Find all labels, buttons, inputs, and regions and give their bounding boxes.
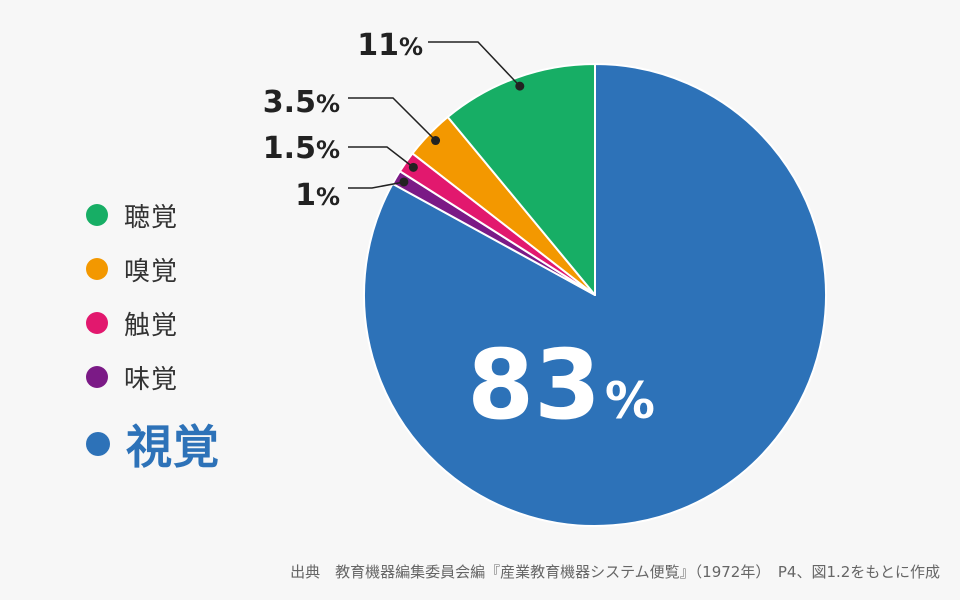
- legend-swatch-touch: [86, 312, 108, 334]
- leader-line-hearing: [428, 41, 521, 87]
- leader-line-touch: [348, 146, 414, 168]
- slice-value-label-hearing: 11%: [357, 28, 423, 63]
- leader-line-taste: [348, 181, 405, 189]
- slice-value-label-touch: 1.5%: [263, 131, 340, 166]
- slice-value-label-smell: 3.5%: [263, 85, 340, 120]
- leader-line-smell: [348, 97, 437, 142]
- legend-swatch-smell: [86, 258, 108, 280]
- pie-slice-hearing: [446, 63, 596, 296]
- slice-value-label-taste: 1%: [295, 178, 340, 213]
- legend-swatch-hearing: [86, 204, 108, 226]
- legend-item-sight: 視覚: [86, 408, 220, 480]
- legend-label-touch: 触覚: [124, 310, 179, 341]
- legend-item-hearing: 聴覚: [86, 188, 220, 242]
- legend-label-taste: 味覚: [124, 364, 179, 395]
- legend-item-smell: 嗅覚: [86, 242, 220, 296]
- legend-label-smell: 嗅覚: [124, 256, 179, 287]
- slice-callouts: 83% 1% 1.5% 3.5% 11%: [263, 28, 655, 441]
- legend-label-sight: 視覚: [126, 420, 220, 474]
- legend-swatch-sight: [86, 432, 110, 456]
- pie-slices: [363, 63, 827, 527]
- source-note: 出典 教育機器編集委員会編『産業教育機器システム便覧』（1972年） P4、図1…: [290, 563, 940, 581]
- legend: 聴覚 嗅覚 触覚 味覚 視覚: [86, 188, 220, 480]
- legend-label-hearing: 聴覚: [124, 202, 179, 233]
- legend-item-taste: 味覚: [86, 350, 220, 404]
- legend-swatch-taste: [86, 366, 108, 388]
- legend-item-touch: 触覚: [86, 296, 220, 350]
- slice-value-label-sight: 83%: [467, 329, 655, 441]
